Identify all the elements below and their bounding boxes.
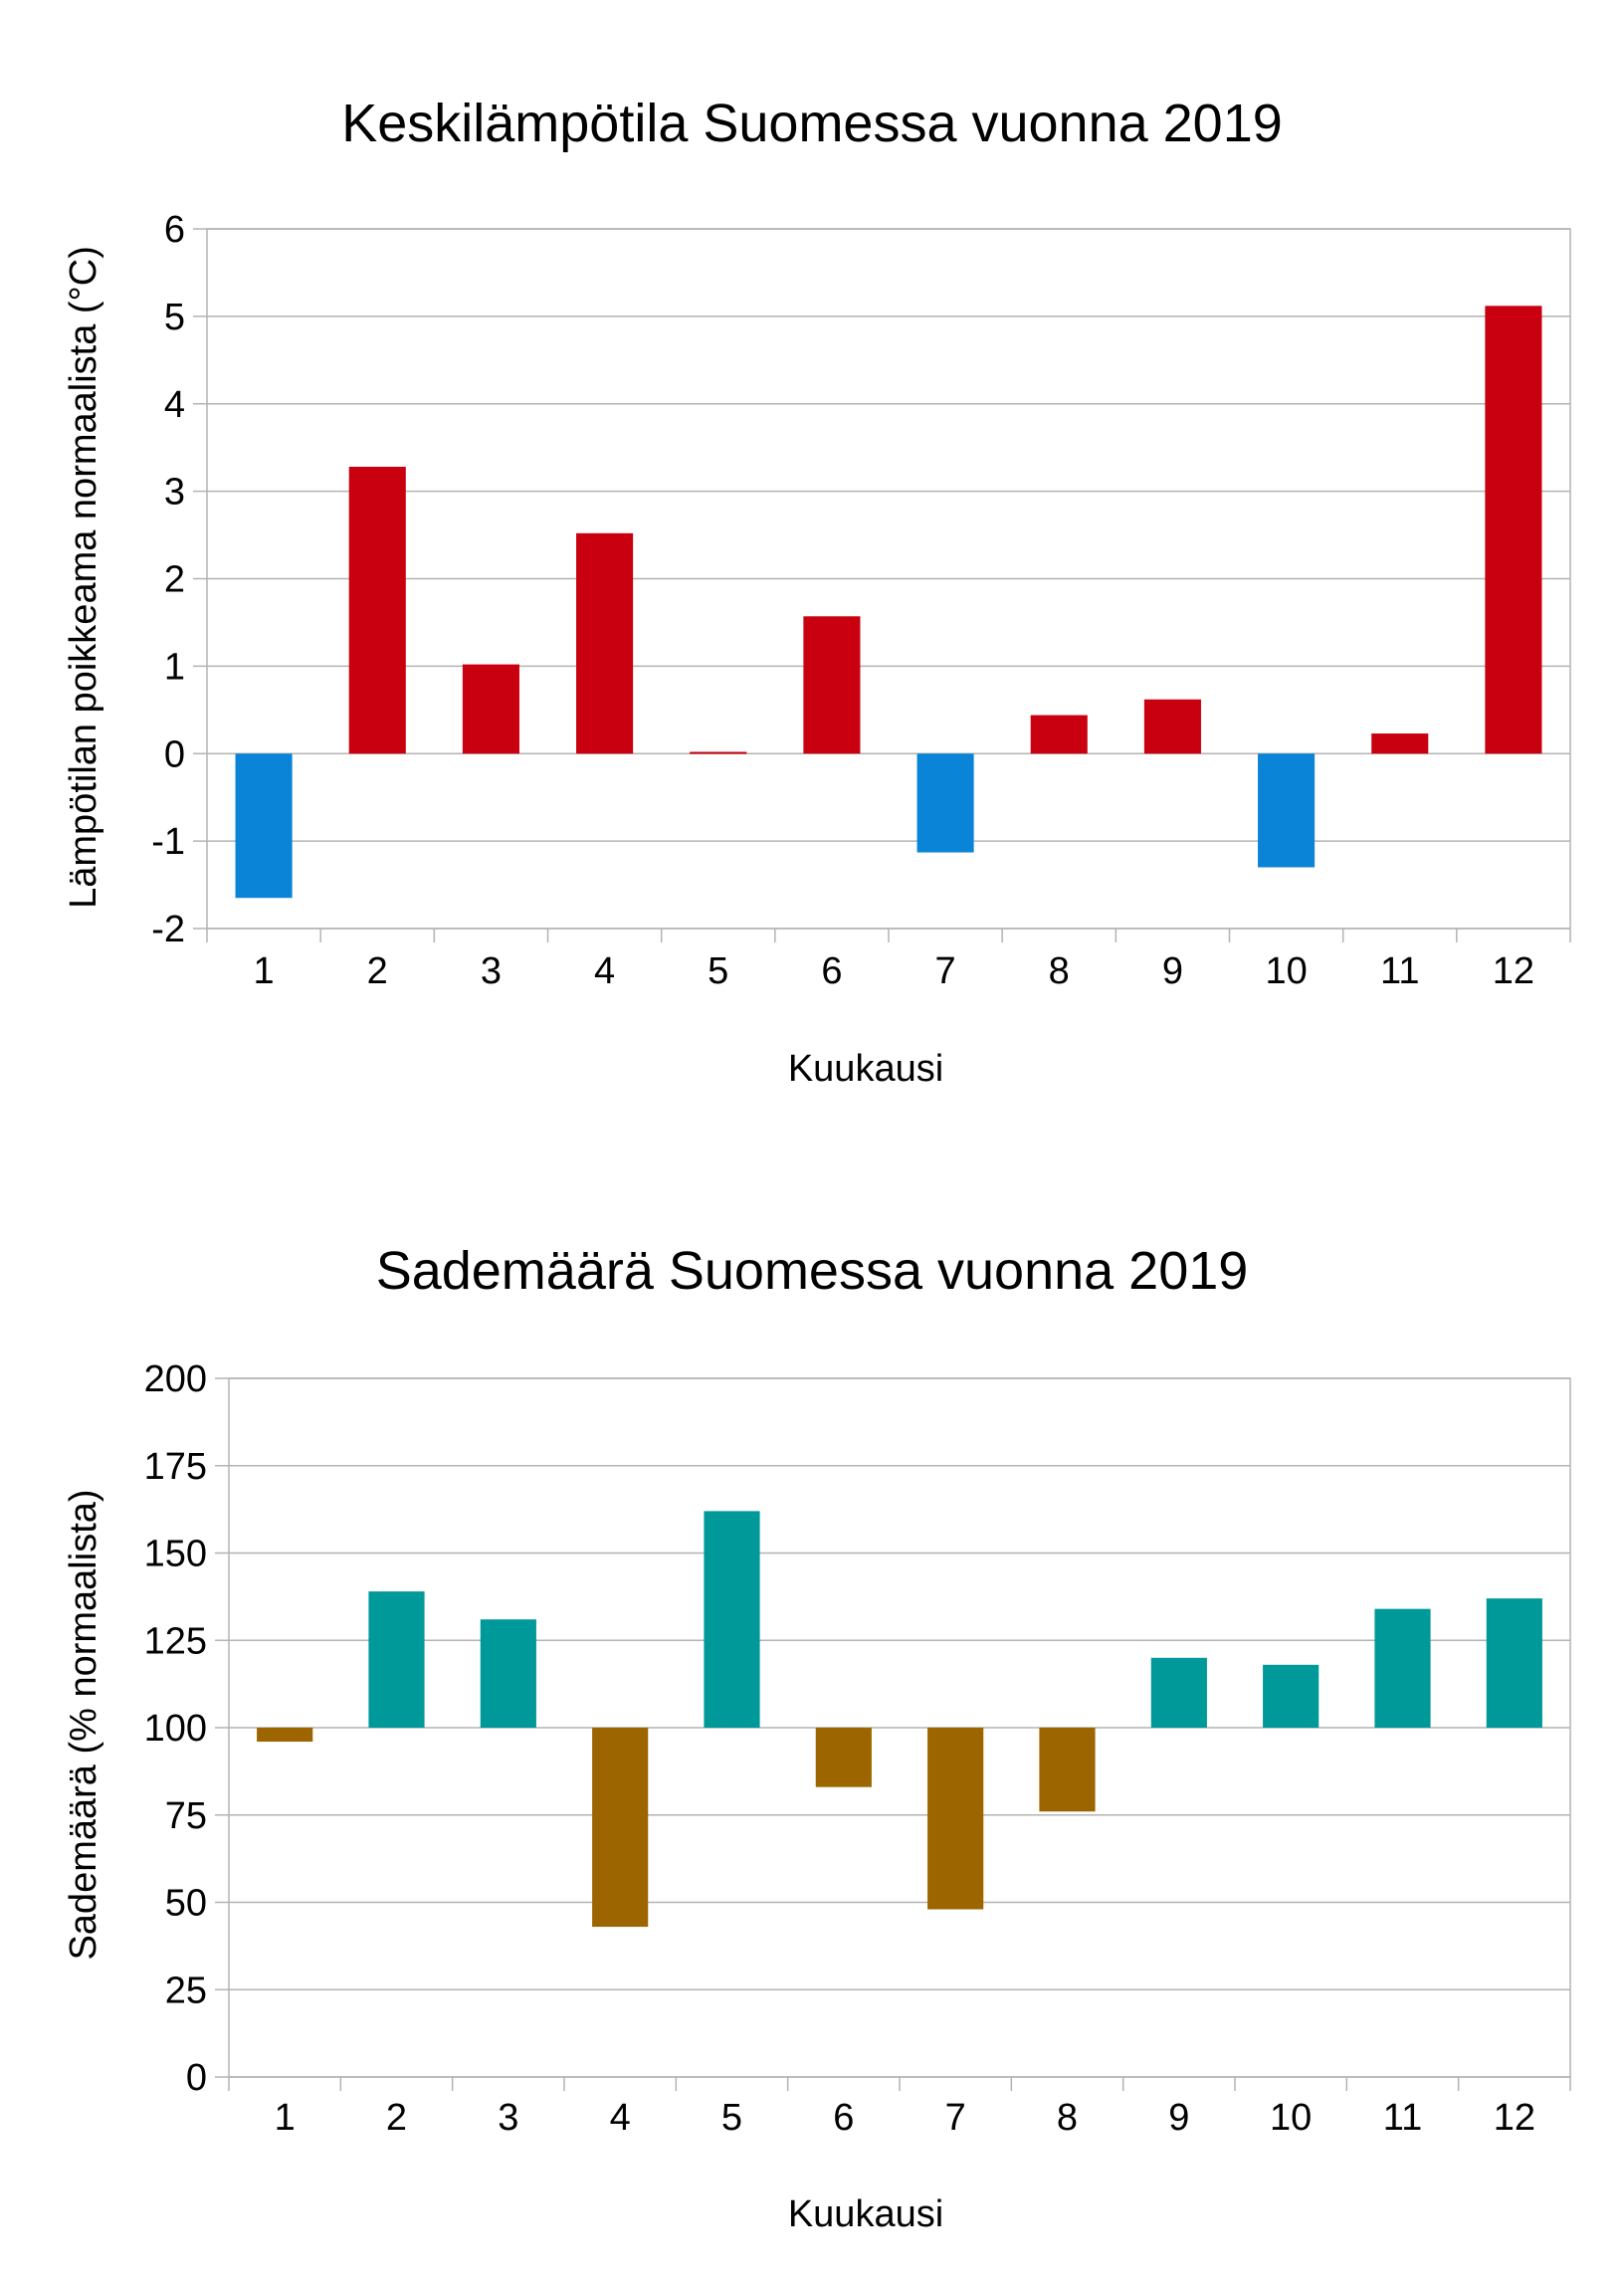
precipitation-x-axis-label: Kuukausi (788, 2193, 943, 2235)
precipitation-bar (1263, 1664, 1320, 1728)
precipitation-y-tick-label: 0 (186, 2057, 207, 2099)
temperature-x-tick-label: 6 (821, 950, 842, 992)
precipitation-y-tick-label: 150 (144, 1534, 207, 1575)
precipitation-x-tick-label: 1 (275, 2097, 296, 2139)
precipitation-x-tick-label: 3 (498, 2097, 518, 2139)
temperature-y-tick-label: 4 (164, 384, 185, 426)
precipitation-bar (1486, 1598, 1542, 1728)
temperature-bar (576, 532, 634, 754)
temperature-x-tick-label: 2 (367, 950, 388, 992)
temperature-x-tick-label: 1 (254, 950, 275, 992)
precipitation-x-tick-label: 11 (1383, 2097, 1422, 2139)
precipitation-x-tick-label: 10 (1270, 2097, 1312, 2139)
precipitation-bar (815, 1728, 872, 1787)
precipitation-chart: Sademäärä Suomessa vuonna 2019 025507510… (63, 1241, 1571, 2235)
temperature-y-tick-label: -2 (151, 909, 185, 950)
precipitation-y-tick-label: 100 (144, 1708, 207, 1750)
precipitation-y-tick-label: 125 (144, 1620, 207, 1662)
temperature-x-tick-label: 12 (1493, 950, 1534, 992)
precipitation-y-tick-label: 200 (144, 1358, 207, 1400)
temperature-y-axis-label: Lämpötilan poikkeama normaalista (°C) (63, 246, 104, 909)
temperature-bar (916, 753, 974, 853)
precipitation-y-tick-label: 25 (165, 1970, 207, 2011)
precipitation-x-tick-label: 9 (1168, 2097, 1189, 2139)
precipitation-bar (368, 1591, 425, 1728)
temperature-bar (235, 753, 293, 899)
precipitation-y-tick-label: 50 (165, 1883, 207, 1925)
temperature-bar (1143, 699, 1201, 754)
temperature-x-tick-label: 4 (594, 950, 615, 992)
precipitation-bar (1374, 1608, 1431, 1728)
temperature-x-axis-label: Kuukausi (788, 1048, 943, 1090)
temperature-x-tick-label: 7 (935, 950, 956, 992)
precipitation-bar (927, 1728, 984, 1910)
precipitation-x-tick-label: 7 (945, 2097, 966, 2139)
precipitation-bar (1039, 1728, 1096, 1812)
temperature-bar (1371, 733, 1429, 754)
precipitation-x-tick-label: 12 (1494, 2097, 1535, 2139)
temperature-x-tick-label: 3 (481, 950, 502, 992)
temperature-y-tick-label: -1 (151, 821, 185, 863)
precipitation-x-tick-label: 4 (610, 2097, 631, 2139)
temperature-bar (462, 664, 519, 754)
precipitation-y-axis-label: Sademäärä (% normaalista) (63, 1489, 104, 1960)
precipitation-x-tick-label: 5 (721, 2097, 742, 2139)
precipitation-bar (480, 1619, 536, 1728)
precipitation-bar (257, 1728, 313, 1743)
temperature-chart-title: Keskilämpötila Suomessa vuonna 2019 (341, 94, 1283, 153)
precipitation-bar (704, 1511, 760, 1728)
temperature-bar (1485, 306, 1542, 754)
temperature-bar (690, 751, 747, 754)
precipitation-x-tick-label: 2 (386, 2097, 407, 2139)
temperature-y-tick-label: 5 (164, 297, 185, 338)
temperature-bar (803, 616, 861, 754)
temperature-y-tick-label: 1 (164, 646, 185, 688)
precipitation-x-tick-label: 6 (833, 2097, 854, 2139)
precipitation-chart-title: Sademäärä Suomessa vuonna 2019 (376, 1241, 1249, 1301)
temperature-y-tick-label: 2 (164, 559, 185, 601)
temperature-bar (1258, 753, 1316, 868)
temperature-x-tick-label: 10 (1265, 950, 1307, 992)
temperature-y-tick-label: 3 (164, 472, 185, 514)
precipitation-x-tick-label: 8 (1057, 2097, 1078, 2139)
temperature-x-tick-label: 11 (1380, 950, 1419, 992)
temperature-y-tick-label: 6 (164, 209, 185, 251)
precipitation-y-tick-label: 75 (165, 1795, 207, 1837)
temperature-x-tick-label: 8 (1049, 950, 1070, 992)
temperature-x-tick-label: 5 (708, 950, 728, 992)
precipitation-y-tick-label: 175 (144, 1446, 207, 1488)
temperature-bar (348, 467, 406, 754)
temperature-bar (1030, 715, 1088, 754)
temperature-chart: Keskilämpötila Suomessa vuonna 2019 -2 -1… (63, 94, 1571, 1090)
temperature-x-tick-label: 9 (1162, 950, 1183, 992)
precipitation-bar (592, 1728, 649, 1928)
precipitation-bar (1150, 1657, 1207, 1728)
temperature-y-tick-label: 0 (164, 733, 185, 775)
